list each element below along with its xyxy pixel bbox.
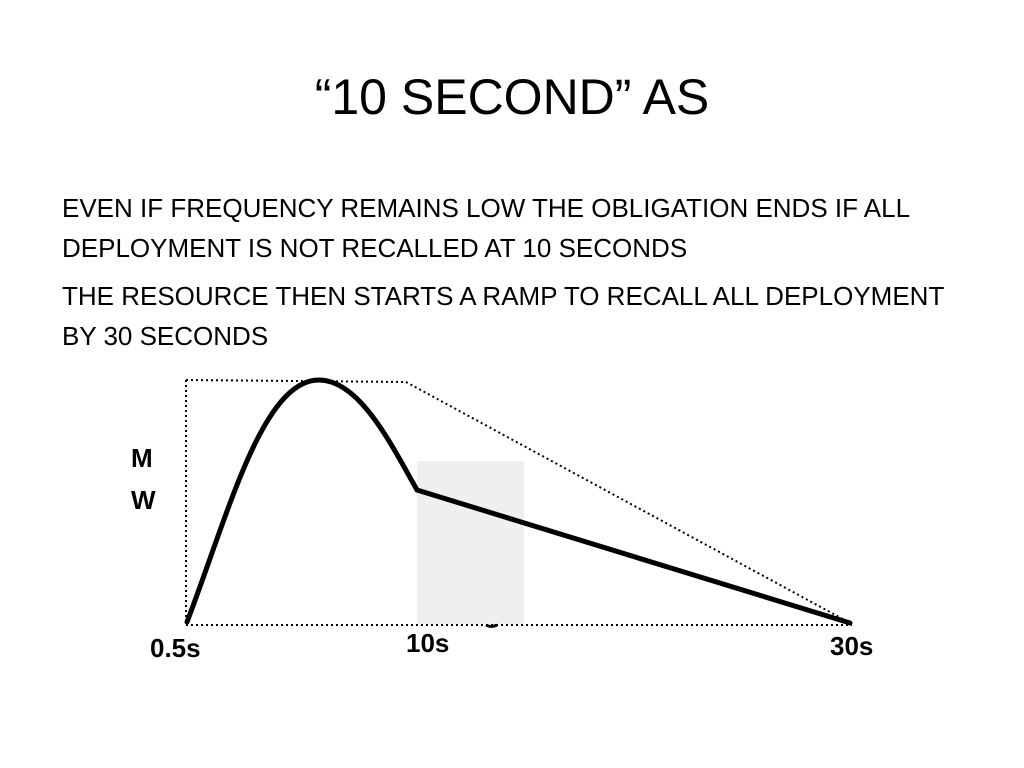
bullet-item-ramp: THE RESOURCE THEN STARTS A RAMP TO RECAL… xyxy=(62,281,944,351)
y-axis-label-m: M xyxy=(131,443,153,473)
dotted-envelope xyxy=(185,379,853,626)
time-label-start: 0.5s xyxy=(150,633,201,663)
time-label-mid: 10s xyxy=(406,628,449,658)
bullet-item-obligation: EVEN IF FREQUENCY REMAINS LOW THE OBLIGA… xyxy=(62,193,910,263)
envelope-top-edge xyxy=(185,379,407,383)
ten-second-highlight-region xyxy=(417,461,524,624)
bullet-list: EVEN IF FREQUENCY REMAINS LOW THE OBLIGA… xyxy=(62,188,962,364)
recall-ramp-line xyxy=(414,487,853,626)
ten-second-tick-mark xyxy=(485,623,498,628)
slide-title: “10 SECOND” AS xyxy=(314,69,710,125)
response-curve xyxy=(184,377,420,625)
y-axis-label-w: W xyxy=(131,485,156,515)
time-label-end: 30s xyxy=(830,631,873,661)
